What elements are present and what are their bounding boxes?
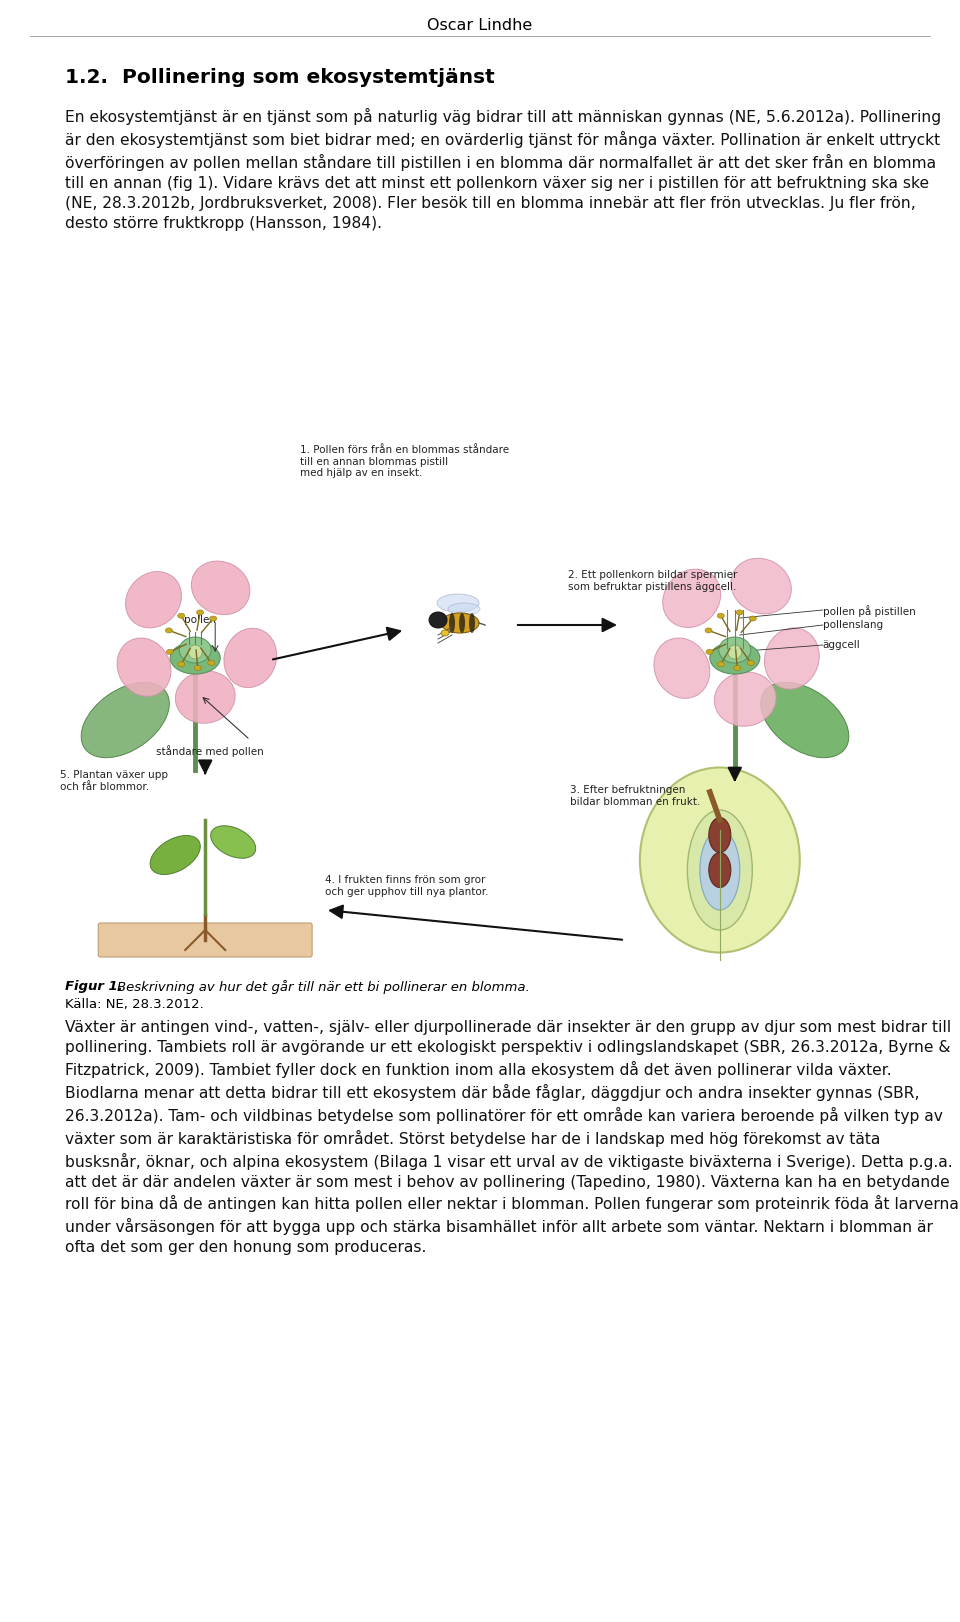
- Ellipse shape: [717, 613, 725, 618]
- Ellipse shape: [736, 610, 743, 615]
- Ellipse shape: [191, 561, 250, 615]
- Ellipse shape: [750, 616, 756, 621]
- Ellipse shape: [441, 613, 479, 633]
- Text: Oscar Lindhe: Oscar Lindhe: [427, 18, 533, 32]
- Ellipse shape: [209, 616, 217, 621]
- Ellipse shape: [448, 603, 480, 615]
- Ellipse shape: [441, 629, 449, 636]
- Ellipse shape: [709, 642, 759, 675]
- Ellipse shape: [728, 646, 742, 659]
- Ellipse shape: [662, 569, 721, 628]
- Ellipse shape: [469, 613, 475, 633]
- Text: Växter är antingen vind-, vatten-, själv- eller djurpollinerade där insekter är : Växter är antingen vind-, vatten-, själv…: [65, 1020, 959, 1255]
- Ellipse shape: [188, 646, 203, 659]
- Ellipse shape: [700, 830, 740, 910]
- Ellipse shape: [705, 628, 712, 633]
- Ellipse shape: [437, 594, 479, 611]
- Ellipse shape: [165, 628, 173, 633]
- Ellipse shape: [708, 853, 731, 887]
- Ellipse shape: [178, 662, 184, 667]
- Ellipse shape: [654, 637, 709, 699]
- Ellipse shape: [429, 611, 447, 628]
- FancyBboxPatch shape: [98, 923, 312, 957]
- Ellipse shape: [714, 672, 776, 727]
- Ellipse shape: [449, 613, 455, 633]
- Ellipse shape: [706, 649, 713, 654]
- Ellipse shape: [210, 826, 255, 858]
- Ellipse shape: [126, 571, 181, 628]
- Ellipse shape: [180, 637, 211, 663]
- Ellipse shape: [760, 683, 849, 757]
- Text: pollen: pollen: [184, 615, 216, 624]
- Text: 1.2.  Pollinering som ekosystemtjänst: 1.2. Pollinering som ekosystemtjänst: [65, 68, 494, 88]
- Text: äggcell: äggcell: [823, 641, 860, 650]
- Ellipse shape: [166, 649, 174, 654]
- Ellipse shape: [176, 672, 235, 723]
- Ellipse shape: [687, 809, 753, 929]
- Text: ståndare med pollen: ståndare med pollen: [156, 744, 264, 757]
- Ellipse shape: [459, 613, 465, 633]
- Text: 2. Ett pollenkorn bildar spermier
som befruktar pistillens äggcell.: 2. Ett pollenkorn bildar spermier som be…: [568, 569, 737, 592]
- Text: Figur 1.: Figur 1.: [65, 980, 123, 993]
- Ellipse shape: [150, 835, 201, 874]
- Text: pollen på pistillen: pollen på pistillen: [823, 605, 916, 616]
- Ellipse shape: [117, 637, 171, 696]
- Ellipse shape: [170, 642, 220, 675]
- Ellipse shape: [178, 613, 184, 618]
- Text: Beskrivning av hur det går till när ett bi pollinerar en blomma.: Beskrivning av hur det går till när ett …: [117, 980, 530, 994]
- Ellipse shape: [194, 665, 202, 670]
- Text: 5. Plantan växer upp
och får blommor.: 5. Plantan växer upp och får blommor.: [60, 770, 168, 792]
- Ellipse shape: [197, 610, 204, 615]
- Ellipse shape: [748, 660, 755, 665]
- Ellipse shape: [705, 814, 734, 835]
- Ellipse shape: [717, 662, 725, 667]
- Ellipse shape: [708, 817, 731, 853]
- Ellipse shape: [224, 628, 276, 688]
- Text: 3. Efter befruktningen
bildar blomman en frukt.: 3. Efter befruktningen bildar blomman en…: [570, 785, 700, 806]
- Ellipse shape: [640, 767, 800, 952]
- Text: 4. I frukten finns frön som gror
och ger upphov till nya plantor.: 4. I frukten finns frön som gror och ger…: [325, 874, 489, 897]
- Ellipse shape: [82, 683, 169, 757]
- Text: pollenslang: pollenslang: [823, 620, 883, 629]
- Ellipse shape: [207, 660, 215, 665]
- Ellipse shape: [731, 558, 791, 613]
- Ellipse shape: [764, 628, 819, 689]
- Ellipse shape: [719, 637, 751, 663]
- Text: En ekosystemtjänst är en tjänst som på naturlig väg bidrar till att människan gy: En ekosystemtjänst är en tjänst som på n…: [65, 109, 941, 230]
- Ellipse shape: [733, 665, 741, 670]
- Text: 1. Pollen förs från en blommas ståndare
till en annan blommas pistill
med hjälp : 1. Pollen förs från en blommas ståndare …: [300, 444, 509, 478]
- Text: Källa: NE, 28.3.2012.: Källa: NE, 28.3.2012.: [65, 998, 204, 1011]
